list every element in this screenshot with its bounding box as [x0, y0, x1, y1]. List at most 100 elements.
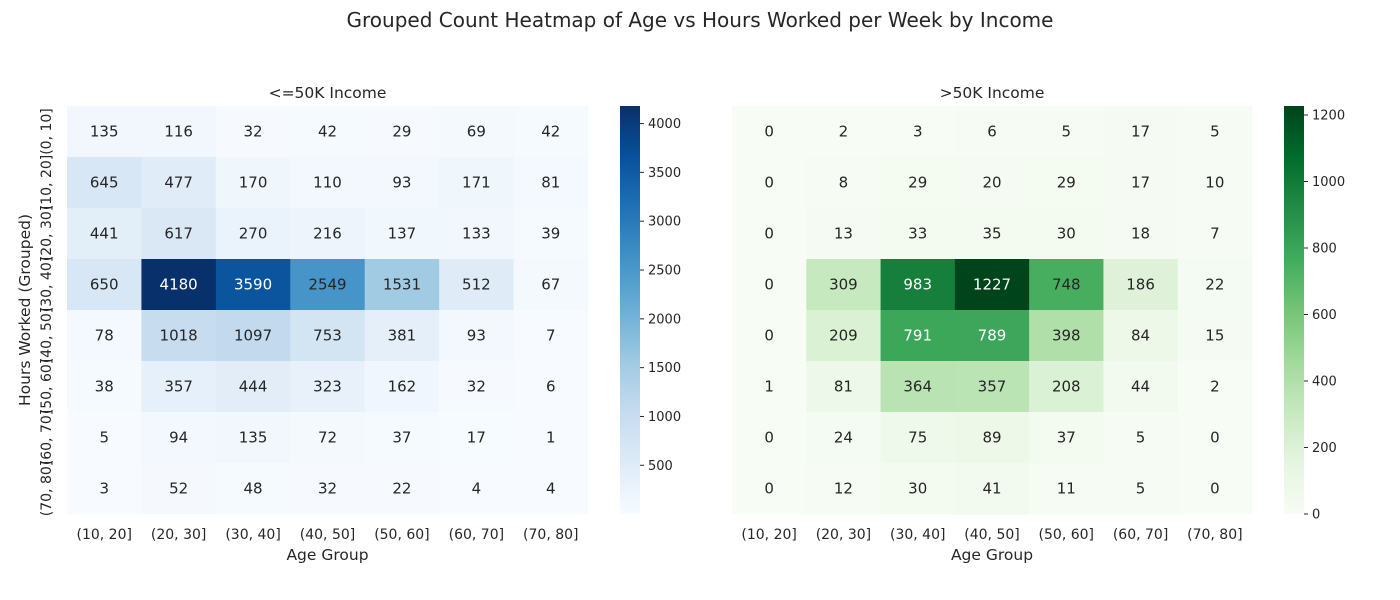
cell-value-label: 2 [1210, 378, 1220, 396]
heatmap-cell [806, 106, 882, 158]
cell-value-label: 32 [318, 480, 337, 498]
heatmap-cell [290, 310, 366, 362]
heatmap-cell [141, 106, 217, 158]
cell-value-label: 170 [239, 174, 268, 192]
cell-value-label: 0 [1210, 480, 1220, 498]
cell-value-label: 5 [1062, 123, 1072, 141]
cell-value-label: 17 [1131, 174, 1150, 192]
heatmap-cell [954, 259, 1030, 311]
heatmap-cell [1177, 361, 1253, 413]
colorbar-tick-label: 3500 [648, 166, 681, 181]
cell-value-label: 4 [472, 480, 482, 498]
x-axis-label: Age Group [951, 546, 1033, 564]
heatmap-cell [513, 310, 589, 362]
cell-value-label: 0 [764, 174, 774, 192]
cell-value-label: 0 [764, 327, 774, 345]
heatmap-cell [141, 361, 217, 413]
heatmap-cell [215, 412, 291, 464]
heatmap-cell [67, 361, 142, 413]
heatmap-cell [1177, 208, 1253, 260]
heatmap-cell [67, 412, 142, 464]
cell-value-label: 72 [318, 429, 337, 447]
cell-value-label: 32 [244, 123, 263, 141]
heatmap-cell [880, 157, 956, 209]
cell-value-label: 2549 [308, 276, 346, 294]
heatmap-cell [880, 463, 956, 515]
heatmap-cell [67, 106, 142, 158]
colorbar-tick-label: 600 [1312, 308, 1337, 323]
heatmap-cell [290, 361, 366, 413]
x-tick-label: (40, 50] [300, 527, 355, 543]
heatmap-cell [439, 106, 515, 158]
colorbar-tick-label: 2000 [648, 312, 681, 327]
cell-value-label: 983 [903, 276, 932, 294]
heatmap-cell [954, 157, 1030, 209]
cell-value-label: 1 [764, 378, 774, 396]
cell-value-label: 8 [839, 174, 849, 192]
heatmap-cell [806, 157, 882, 209]
colorbar [620, 106, 640, 514]
cell-value-label: 512 [462, 276, 491, 294]
heatmap-cell [806, 259, 882, 311]
heatmap-cell [1177, 157, 1253, 209]
cell-value-label: 1 [546, 429, 556, 447]
colorbar-tick-label: 2500 [648, 264, 681, 279]
heatmap-cell [439, 361, 515, 413]
cell-value-label: 2 [839, 123, 849, 141]
cell-value-label: 38 [95, 378, 114, 396]
heatmap-cell [215, 463, 291, 515]
cell-value-label: 357 [164, 378, 193, 396]
heatmap-cell [439, 412, 515, 464]
cell-value-label: 32 [467, 378, 486, 396]
heatmap-cell [954, 361, 1030, 413]
cell-value-label: 94 [169, 429, 188, 447]
heatmap-cell [880, 106, 956, 158]
heatmap-cell [215, 259, 291, 311]
cell-value-label: 5 [1210, 123, 1220, 141]
cell-value-label: 309 [829, 276, 858, 294]
heatmap-cell [1029, 361, 1104, 413]
heatmap-cell [1103, 208, 1179, 260]
cell-value-label: 171 [462, 174, 491, 192]
heatmap-cell [732, 208, 807, 260]
cell-value-label: 617 [164, 225, 193, 243]
x-tick-label: (70, 80] [523, 527, 578, 543]
heatmap-cell [732, 310, 807, 362]
heatmap-cell [67, 310, 142, 362]
cell-value-label: 17 [467, 429, 486, 447]
heatmap-cell [1177, 463, 1253, 515]
heatmap-cell [513, 106, 589, 158]
cell-value-label: 44 [1131, 378, 1150, 396]
heatmap-cell [67, 259, 142, 311]
colorbar-tick-label: 800 [1312, 241, 1337, 256]
cell-value-label: 89 [982, 429, 1001, 447]
cell-value-label: 37 [392, 429, 411, 447]
cell-value-label: 30 [908, 480, 927, 498]
cell-value-label: 1227 [973, 276, 1011, 294]
cell-value-label: 753 [313, 327, 342, 345]
heatmap-cell [290, 106, 366, 158]
cell-value-label: 93 [392, 174, 411, 192]
heatmap-cell [290, 412, 366, 464]
cell-value-label: 15 [1205, 327, 1224, 345]
heatmap-cell [1177, 310, 1253, 362]
heatmap-cell [141, 157, 217, 209]
cell-value-label: 209 [829, 327, 858, 345]
cell-value-label: 441 [90, 225, 119, 243]
heatmap-cell [290, 208, 366, 260]
heatmap-cell [732, 361, 807, 413]
cell-value-label: 5 [1136, 480, 1146, 498]
x-tick-label: (10, 20] [76, 527, 131, 543]
heatmap-cell [439, 157, 515, 209]
heatmap-cell [513, 208, 589, 260]
heatmap-cell [290, 259, 366, 311]
cell-value-label: 791 [903, 327, 932, 345]
heatmap-cell [1177, 412, 1253, 464]
heatmap-cell [141, 412, 217, 464]
cell-value-label: 24 [834, 429, 853, 447]
heatmap-cell [732, 412, 807, 464]
cell-value-label: 135 [90, 123, 119, 141]
cell-value-label: 3590 [234, 276, 272, 294]
y-tick-label: (60, 70] [39, 410, 55, 465]
x-tick-label: (10, 20] [741, 527, 796, 543]
